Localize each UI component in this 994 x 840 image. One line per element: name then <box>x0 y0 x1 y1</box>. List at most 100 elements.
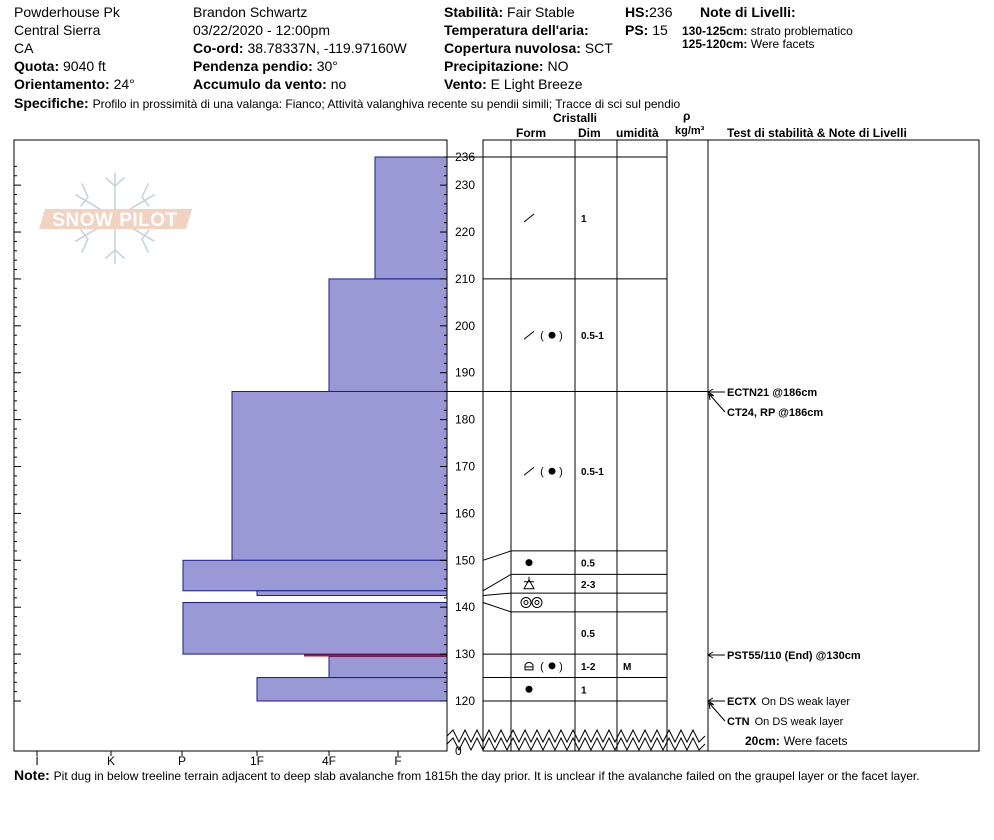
state: CA <box>14 40 34 56</box>
depth-tick-label: 220 <box>455 225 475 239</box>
crystal-form-icon <box>520 597 543 609</box>
hardness-bar <box>328 655 448 679</box>
graupel-icon <box>520 597 532 609</box>
hardness-bars <box>182 156 448 702</box>
depth-tick-label: 210 <box>455 272 475 286</box>
cloud-cover: Copertura nuvolosa: SCT <box>444 40 613 56</box>
hardness-bar <box>256 590 448 596</box>
test-ct: CT24, RP @186cm <box>727 407 823 419</box>
hardness-tick-label: 4F <box>322 754 336 768</box>
depth-tick-label: 120 <box>455 694 475 708</box>
layer-connector <box>482 602 512 613</box>
tests-header: Test di stabilità & Note di Livelli <box>727 126 907 140</box>
rounded-grain-icon <box>525 685 533 693</box>
layer-connector <box>482 573 512 592</box>
layer-note: 125-120cm: Were facets <box>682 37 815 51</box>
footer-layer-note: 20cm: Were facets <box>745 734 848 748</box>
graupel-icon <box>531 597 543 609</box>
hardness-bar <box>374 156 448 280</box>
layer-connector <box>482 550 512 561</box>
hardness-bar <box>256 677 448 702</box>
decomposing-icon <box>523 213 535 223</box>
decomposing-icon <box>523 466 535 476</box>
hardness-tick-label: P <box>178 754 186 768</box>
crystals-header: Cristalli <box>553 111 598 125</box>
paren-icon: ) <box>559 330 563 342</box>
depth-tick-label: 200 <box>455 319 475 333</box>
hardness-bar <box>182 602 448 655</box>
depth-tick-label: 160 <box>455 506 475 520</box>
test-ctn: CTN On DS weak layer <box>727 716 844 728</box>
stability: Stabilità: Fair Stable <box>444 4 575 20</box>
location: Powderhouse Pk <box>14 4 120 20</box>
moisture-label: M <box>623 662 631 673</box>
wind: Vento: E Light Breeze <box>444 76 583 92</box>
penetration: PS: 15 <box>625 22 668 38</box>
test-ectx: ECTX On DS weak layer <box>727 696 850 708</box>
test-ectn: ECTN21 @186cm <box>727 387 817 399</box>
rounded-grain-icon <box>525 559 533 567</box>
snowpilot-logo: SNOW PILOT <box>39 172 192 264</box>
density-unit: kg/m³ <box>675 125 705 137</box>
dim-header: Dim <box>578 126 601 140</box>
hardness-tick-label: K <box>107 754 115 768</box>
range: Central Sierra <box>14 22 101 38</box>
rounded-grain-icon <box>548 467 556 475</box>
moisture-header: umidità <box>616 126 659 140</box>
paren-icon: ) <box>559 661 563 673</box>
depth-zero-label: 0 <box>455 744 462 758</box>
hardness-tick-label: I <box>35 754 38 768</box>
crystal-form-icon <box>525 685 533 693</box>
slope: Pendenza pendio: 30° <box>193 58 338 74</box>
pit-note: Note: Pit dug in below treeline terrain … <box>14 767 920 783</box>
crystal-form-icon: () <box>524 661 563 673</box>
grain-size-label: 0.5-1 <box>581 467 604 478</box>
decomposing-icon <box>523 330 535 340</box>
faceted-icon <box>524 661 534 671</box>
rho-header: ρ <box>683 109 691 123</box>
graupel-icon <box>523 600 529 606</box>
snow-height: HS:236 <box>625 4 673 20</box>
axis-break <box>446 728 706 752</box>
grain-size-label: 0.5 <box>581 629 595 640</box>
paren-icon: ( <box>540 466 544 478</box>
hardness-tick-label: 1F <box>250 754 264 768</box>
air-temperature: Temperatura dell'aria: <box>444 22 589 38</box>
depth-tick-label: 190 <box>455 366 475 380</box>
aspect: Orientamento: 24° <box>14 76 135 92</box>
hardness-axis: I K P 1F 4F F <box>35 751 402 768</box>
depth-tick-label: 180 <box>455 413 475 427</box>
datetime: 03/22/2020 - 12:00pm <box>193 22 330 38</box>
rounded-grain-icon <box>548 662 556 670</box>
grain-size-label: 0.5-1 <box>581 331 604 342</box>
logo-text: SNOW PILOT <box>52 210 177 231</box>
form-header: Form <box>516 126 546 140</box>
crystals-table <box>447 140 709 751</box>
paren-icon: ( <box>540 330 544 342</box>
test-arrows <box>707 388 726 722</box>
depth-tick-label: 170 <box>455 460 475 474</box>
crystal-form-icon: () <box>523 466 563 478</box>
grain-size-label: 2-3 <box>581 580 596 591</box>
depth-tick-label: 140 <box>455 600 475 614</box>
rounded-grain-icon <box>548 331 556 339</box>
layer-connector <box>482 592 512 596</box>
hardness-bar <box>328 278 448 392</box>
graupel-icon <box>534 600 540 606</box>
grain-size-label: 0.5 <box>581 559 595 570</box>
layer-note: 130-125cm: strato problematico <box>682 24 853 38</box>
specifics: Specifiche: Profilo in prossimità di una… <box>14 95 681 111</box>
layer-rows: 1 () 0.5-1 () 0.5-1 0.5 2-3 0.5 () 1-2 M 1 <box>520 213 631 696</box>
hardness-bar <box>182 559 448 592</box>
crystal-form-icon: () <box>523 330 563 342</box>
depth-tick-label: 130 <box>455 647 475 661</box>
observer: Brandon Schwartz <box>193 4 308 20</box>
crystal-form-icon <box>525 559 533 567</box>
grain-size-label: 1-2 <box>581 662 596 673</box>
crystal-form-icon <box>523 213 535 223</box>
precipitation: Precipitazione: NO <box>444 58 569 74</box>
crystal-form-icon <box>523 576 535 590</box>
test-pst: PST55/110 (End) @130cm <box>727 650 861 662</box>
